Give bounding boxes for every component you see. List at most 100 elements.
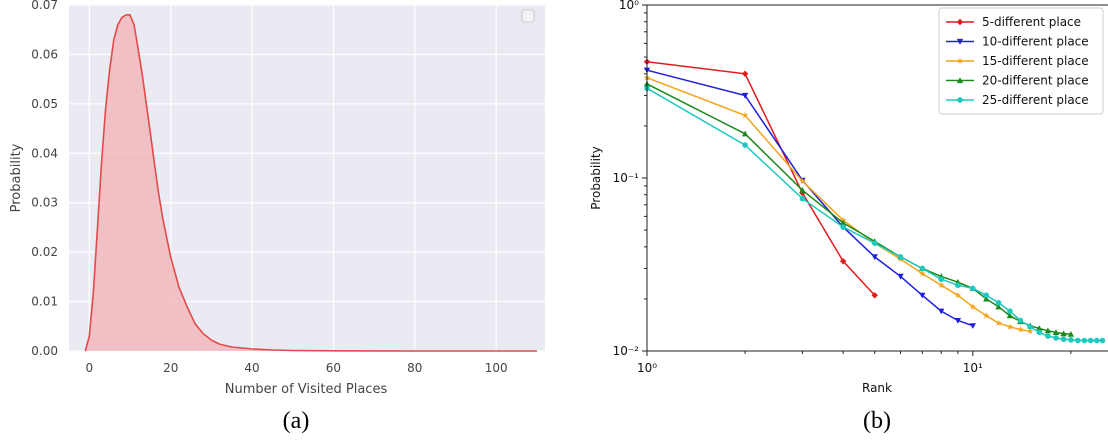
panel-b-data-point	[741, 111, 749, 119]
panel-b-data-point	[995, 299, 1002, 306]
panel-b-data-point	[1099, 337, 1106, 344]
panel-b-data-point	[840, 258, 847, 265]
panel-b-data-point	[1036, 329, 1043, 336]
panel-b-data-point	[799, 177, 806, 184]
panel-a-x-tick-label: 80	[407, 361, 422, 375]
panel-b-data-point	[919, 270, 926, 277]
panel-b-data-point	[1006, 312, 1014, 319]
panel-b-data-point	[955, 282, 961, 289]
panel-a-density-area	[85, 14, 537, 352]
panel-a-legend-box	[521, 9, 535, 23]
panel-b-data-point	[1007, 308, 1013, 314]
panel-b-data-point	[995, 319, 1002, 326]
panel-b-legend: 5-different place 10-different place 15-di…	[938, 7, 1104, 115]
panel-b-legend-frame	[938, 7, 1104, 115]
panel-b-data-point	[919, 265, 926, 272]
panel-b-data-point	[1087, 337, 1094, 344]
panel-a-x-axis-label: Number of Visited Places	[225, 382, 388, 397]
panel-a-x-tick-label: 60	[326, 361, 341, 375]
panel-b-data-point	[1074, 337, 1081, 344]
panel-b-data-point	[871, 254, 878, 261]
panel-b-data-point	[1053, 335, 1059, 341]
panel-b-y-tick-label: 10⁻²	[613, 344, 640, 358]
panel-b-data-point	[799, 195, 806, 202]
panel-b-rank-chart: 10⁰ 10¹ 10⁻² 10⁻¹ 10⁰ Rank Probability 5-dif…	[589, 0, 1108, 434]
panel-b-data-point	[871, 292, 878, 299]
panel-a-density-line	[84, 14, 537, 352]
panel-a-y-tick-label: 0.07	[31, 0, 58, 12]
panel-b-data-point	[840, 219, 847, 226]
panel-b-data-point	[871, 240, 878, 246]
panel-b-data-point	[938, 308, 945, 315]
panel-b-data-point	[969, 303, 977, 310]
panel-b-data-point	[969, 323, 976, 329]
panel-b-data-point	[983, 292, 990, 299]
panel-b-data-point	[1093, 337, 1100, 344]
panel-b-legend-marker	[957, 97, 963, 103]
panel-b-x-axis-label: Rank	[862, 381, 892, 395]
panel-b-data-point	[1006, 323, 1014, 330]
panel-b-x-tick-label: 10⁰	[637, 361, 657, 375]
panel-a-y-tick-label: 0.04	[31, 146, 58, 160]
panel-a-y-tick-label: 0.06	[31, 47, 58, 61]
panel-b-data-point	[970, 285, 976, 292]
panel-b-data-point	[799, 187, 806, 193]
panel-b-data-point	[1068, 337, 1074, 343]
panel-b-data-point	[938, 276, 945, 283]
panel-a-x-tick-label: 40	[244, 361, 259, 375]
panel-b-data-point	[741, 92, 749, 99]
panel-b-data-point	[1017, 317, 1024, 324]
panel-b-marks	[643, 58, 1106, 344]
panel-b-series-line	[646, 69, 974, 327]
panel-b-data-point	[1060, 330, 1067, 337]
panel-a-kde-chart: 0 20 40 60 80 100 0.00 0.01 0.02 0.03 0.04 0.05 0.06…	[9, 0, 545, 434]
panel-b-legend-label: 5-different place	[982, 15, 1081, 29]
panel-b-legend-marker	[956, 77, 964, 84]
panel-b-data-point	[840, 224, 846, 230]
panel-b-legend-marker	[956, 18, 964, 26]
panel-b-legend-label: 25-different place	[982, 93, 1089, 107]
panel-b-y-tick-label: 10⁰	[619, 0, 639, 12]
panel-b-data-point	[1044, 327, 1052, 334]
panel-a-x-tick-label: 100	[485, 361, 508, 375]
panel-b-legend-label: 10-different place	[982, 35, 1089, 49]
panel-b-data-point	[1045, 333, 1051, 339]
panel-a-y-tick-label: 0.03	[31, 196, 58, 210]
panel-a-tick-labels: 0 20 40 60 80 100 0.00 0.01 0.02 0.03 0.04 0.05 0.06…	[31, 0, 507, 375]
panel-b-data-point	[897, 254, 904, 260]
panel-b-data-point	[897, 273, 904, 280]
panel-b-caption: (b)	[863, 408, 891, 434]
panel-b-y-tick-label: 10⁻¹	[613, 171, 640, 185]
panel-a-caption: (a)	[283, 408, 310, 434]
panel-b-data-point	[919, 292, 926, 299]
panel-a-y-tick-label: 0.00	[31, 344, 58, 358]
panel-b-data-point	[1017, 326, 1024, 333]
panel-b-data-point	[954, 291, 962, 299]
panel-b-data-point	[742, 142, 748, 148]
panel-a-x-tick-label: 0	[86, 361, 94, 375]
panel-b-legend-marker	[956, 38, 964, 45]
panel-a-x-tick-label: 20	[163, 361, 178, 375]
panel-b-ticks: 10⁰ 10¹ 10⁻² 10⁻¹ 10⁰	[613, 0, 1072, 375]
panel-b-data-point	[1027, 324, 1033, 330]
panel-a-y-axis-label: Probability	[9, 143, 24, 212]
panel-a-marks	[84, 14, 537, 352]
panel-b-data-point	[937, 281, 945, 289]
panel-b-data-point	[741, 130, 749, 137]
panel-b-legend-label: 15-different place	[982, 54, 1089, 68]
panel-b-data-point	[995, 303, 1002, 310]
panel-b-data-point	[982, 312, 990, 319]
panel-b-data-point	[983, 295, 990, 302]
panel-b-series-5	[644, 85, 1106, 344]
panel-b-data-point	[1060, 336, 1067, 343]
panel-a-y-tick-label: 0.02	[31, 245, 58, 259]
panel-b-data-point	[1081, 337, 1088, 344]
panel-b-legend-marker	[956, 57, 964, 64]
panel-b-legend-label: 20-different place	[982, 74, 1089, 88]
panel-b-data-point	[741, 70, 749, 77]
panel-b-data-point	[1026, 327, 1034, 335]
panel-a-y-tick-label: 0.01	[31, 295, 58, 309]
panel-b-y-axis-label: Probability	[589, 146, 603, 209]
panel-b-x-tick-label: 10¹	[963, 361, 983, 375]
